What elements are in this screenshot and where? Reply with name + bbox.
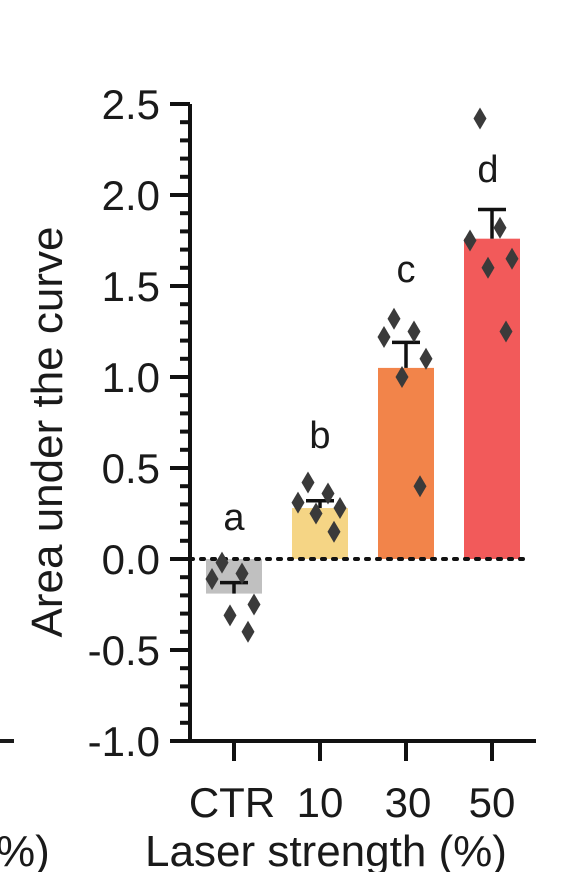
error-bar-10 (306, 499, 334, 509)
data-point (395, 366, 409, 388)
data-point (493, 216, 507, 239)
bar-50 (464, 238, 520, 559)
axes-layer (170, 102, 536, 761)
data-point (241, 620, 255, 643)
x-axis-title: Laser strength (%) (145, 827, 507, 872)
labels-layer: -1.0 -0.5 0.0 0.5 1.0 1.5 2.0 2.5 CTR 10 30 50 a b c d (88, 81, 516, 826)
error-bar-CTR (220, 580, 248, 594)
error-bars-layer (220, 207, 506, 594)
y-tick-label: 1.0 (102, 354, 160, 401)
data-point (205, 568, 219, 591)
significance-letter-c: c (397, 249, 416, 291)
data-point (387, 307, 401, 330)
data-point (407, 320, 421, 343)
bars-layer (206, 238, 520, 594)
data-point (327, 520, 341, 543)
data-point (413, 475, 427, 498)
data-point (473, 107, 487, 130)
bar-30 (378, 367, 434, 559)
y-tick-label: 2.0 (102, 172, 160, 219)
significance-letter-d: d (477, 149, 498, 191)
y-tick-label: -1.0 (88, 718, 160, 765)
cropped-x-axis-title-fragment: %) (0, 827, 50, 872)
data-point (215, 551, 229, 574)
data-point (377, 325, 391, 348)
data-point (419, 347, 433, 370)
data-point (223, 604, 237, 627)
data-point (235, 562, 249, 585)
significance-letter-b: b (309, 415, 330, 457)
error-bar-50 (478, 207, 506, 239)
data-point (321, 482, 335, 505)
data-points-layer (205, 107, 519, 643)
data-point (309, 502, 323, 525)
data-point (333, 497, 347, 520)
data-point (505, 247, 519, 270)
y-tick-label: 0.5 (102, 445, 160, 492)
y-tick-label: 1.5 (102, 263, 160, 310)
x-tick-label-CTR: CTR (189, 779, 275, 826)
y-tick-label: 0.0 (102, 536, 160, 583)
y-tick-label: -0.5 (88, 627, 160, 674)
data-point (301, 471, 315, 494)
significance-letter-a: a (223, 497, 245, 539)
data-point (247, 593, 261, 616)
data-point (291, 491, 305, 514)
error-bar-30 (392, 340, 420, 368)
x-tick-label-10: 10 (297, 779, 344, 826)
y-axis-title: Area under the curve (23, 227, 72, 638)
x-tick-label-30: 30 (385, 779, 432, 826)
data-point (481, 256, 495, 279)
y-tick-label: 2.5 (102, 81, 160, 128)
x-tick-label-50: 50 (469, 779, 516, 826)
data-point (499, 320, 513, 343)
data-point (463, 229, 477, 252)
